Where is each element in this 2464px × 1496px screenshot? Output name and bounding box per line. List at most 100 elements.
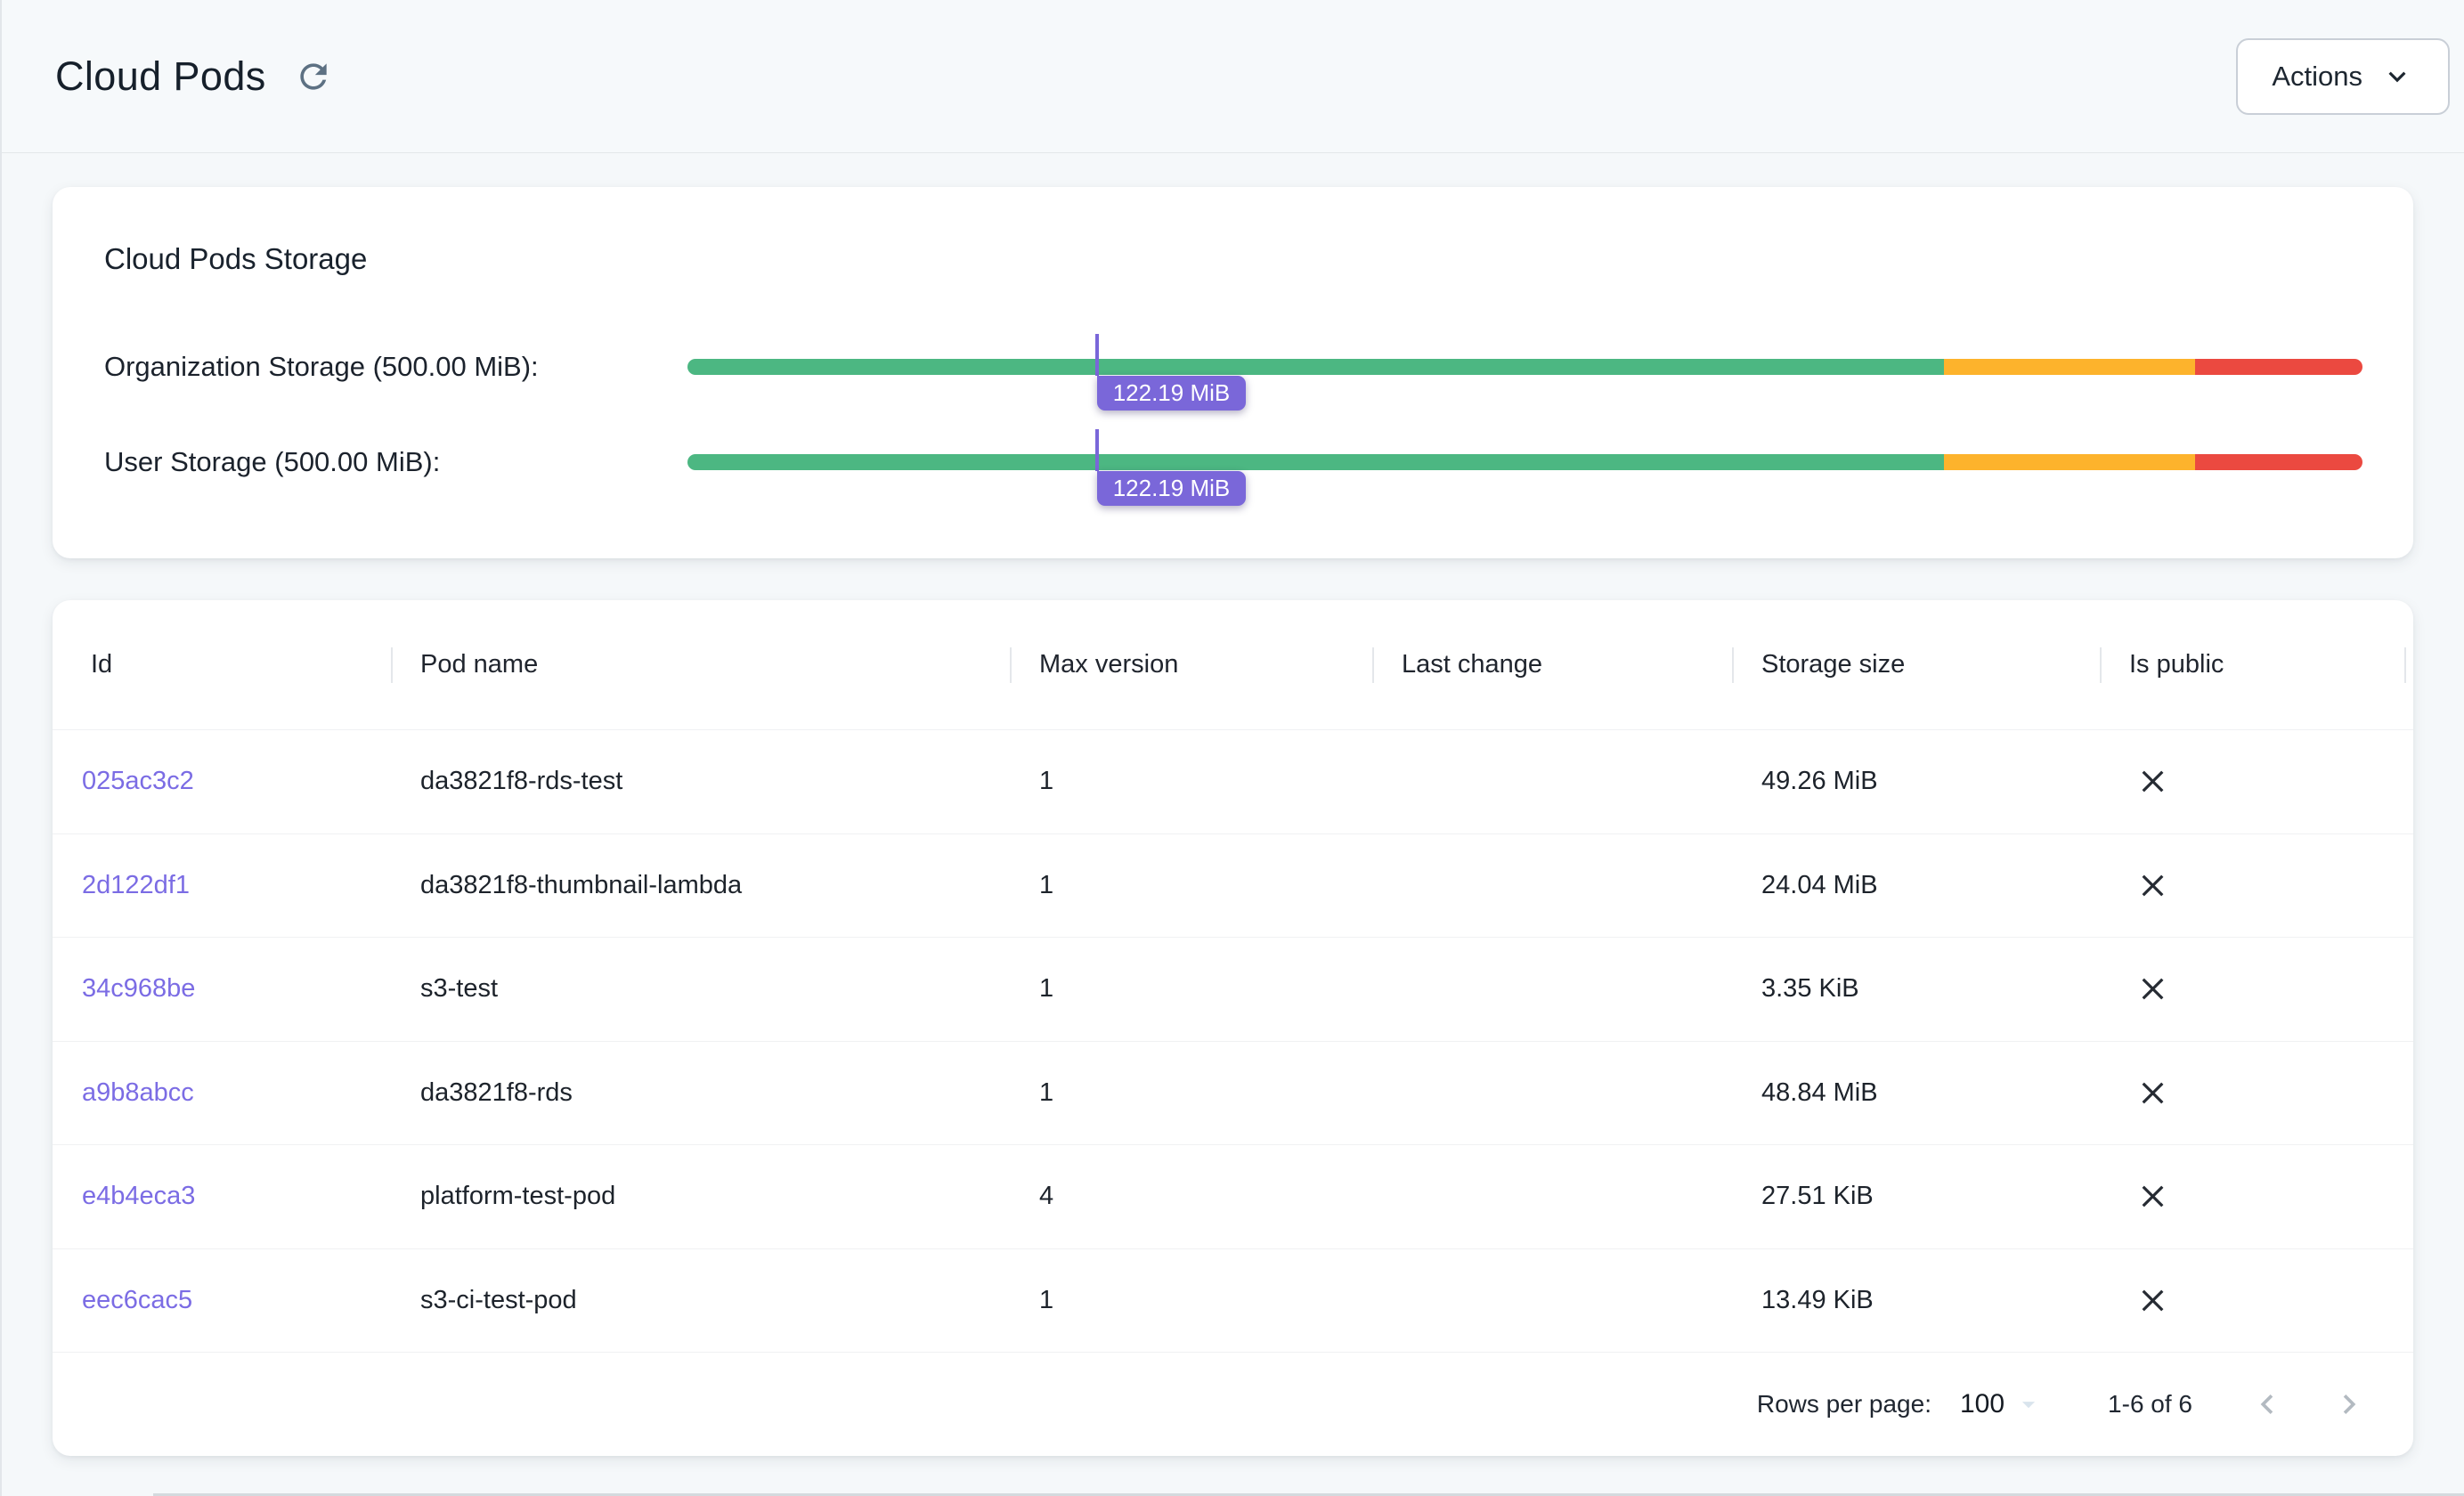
max-version-cell: 1 [1039, 767, 1054, 796]
table-row: 2d122df1 da3821f8-thumbnail-lambda 1 24.… [53, 834, 2413, 938]
column-header[interactable]: Storage size [1732, 600, 2100, 729]
not-public-icon [2142, 770, 2164, 793]
max-version-cell: 1 [1039, 1077, 1054, 1107]
last-change-cell [1372, 938, 1732, 1041]
storage-label: User Storage (500.00 MiB): [104, 446, 441, 477]
is-public-cell [2100, 834, 2413, 938]
not-public-icon [2142, 1185, 2164, 1207]
max-version-cell: 1 [1039, 870, 1054, 899]
previous-page-button[interactable] [2248, 1385, 2287, 1424]
rows-per-page-label: Rows per page: [1756, 1390, 1931, 1418]
pod-name-cell: s3-ci-test-pod [420, 1285, 577, 1314]
pagination-range-label: 1-6 of 6 [2108, 1390, 2192, 1418]
column-header[interactable]: Pod name [391, 600, 1010, 729]
bar-segment-critical [2194, 359, 2362, 375]
table-header-row: Id Pod name Max version Last change Stor… [53, 600, 2413, 730]
table-pagination: Rows per page: 100 1-6 of 6 [53, 1353, 2413, 1456]
pod-id-link[interactable]: 2d122df1 [82, 870, 190, 899]
page-header: Cloud Pods Actions [2, 0, 2464, 153]
is-public-cell [2100, 938, 2413, 1041]
next-page-button[interactable] [2330, 1385, 2369, 1424]
storage-size-cell: 3.35 KiB [1761, 974, 1859, 1004]
bar-segment-safe [687, 454, 1944, 470]
not-public-icon [2142, 1082, 2164, 1104]
refresh-icon [300, 62, 327, 90]
table-row: a9b8abcc da3821f8-rds 1 48.84 MiB [53, 1042, 2413, 1145]
bottom-window-edge [153, 1493, 2464, 1496]
bar-segment-critical [2194, 454, 2362, 470]
storage-size-cell: 48.84 MiB [1761, 1077, 1878, 1107]
page-title: Cloud Pods [55, 53, 266, 99]
column-header[interactable]: Last change [1372, 600, 1732, 729]
storage-usage-row: Organization Storage (500.00 MiB): 122.1… [104, 334, 2362, 411]
pod-id-link[interactable]: a9b8abcc [82, 1077, 194, 1107]
pod-id-cell: eec6cac5 [53, 1249, 391, 1353]
pod-name-cell: s3-test [420, 974, 499, 1004]
max-version-cell: 1 [1039, 1285, 1054, 1314]
not-public-icon [2142, 874, 2164, 897]
pod-name-cell: da3821f8-rds-test [420, 767, 623, 796]
rows-per-page-select[interactable]: 100 [1960, 1389, 2044, 1419]
content-area: Cloud Pods Storage Organization Storage … [2, 153, 2464, 1456]
pod-id-cell: e4b4eca3 [53, 1145, 391, 1248]
pod-id-cell: 2d122df1 [53, 834, 391, 938]
pod-id-cell: 025ac3c2 [53, 730, 391, 833]
storage-usage-rows: Organization Storage (500.00 MiB): 122.1… [104, 334, 2362, 506]
usage-tooltip: 122.19 MiB [1096, 376, 1247, 411]
refresh-button[interactable] [293, 56, 334, 97]
is-public-cell [2100, 1249, 2413, 1353]
table-body: 025ac3c2 da3821f8-rds-test 1 49.26 MiB 2… [53, 730, 2413, 1353]
bar-segment-safe [687, 359, 1944, 375]
actions-button-label: Actions [2272, 60, 2362, 92]
usage-tooltip: 122.19 MiB [1096, 471, 1247, 506]
storage-size-cell: 13.49 KiB [1761, 1285, 1874, 1314]
table-row: 34c968be s3-test 1 3.35 KiB [53, 938, 2413, 1042]
pod-name-cell: platform-test-pod [420, 1182, 616, 1211]
last-change-cell [1372, 1249, 1732, 1353]
rows-per-page-value: 100 [1959, 1389, 2005, 1419]
storage-progress-bar: 122.19 MiB [687, 429, 2362, 506]
pod-id-cell: a9b8abcc [53, 1042, 391, 1145]
is-public-cell [2100, 1042, 2413, 1145]
pod-id-link[interactable]: 34c968be [82, 974, 196, 1004]
is-public-cell [2100, 730, 2413, 833]
usage-marker [1094, 429, 1099, 471]
bar-segment-warning [1943, 359, 2195, 375]
table-row: eec6cac5 s3-ci-test-pod 1 13.49 KiB [53, 1249, 2413, 1353]
storage-card-title: Cloud Pods Storage [104, 242, 368, 275]
pods-table-card: Id Pod name Max version Last change Stor… [53, 600, 2413, 1456]
storage-size-cell: 27.51 KiB [1761, 1182, 1874, 1211]
max-version-cell: 4 [1039, 1182, 1054, 1211]
actions-button[interactable]: Actions [2236, 37, 2450, 115]
storage-size-cell: 49.26 MiB [1761, 767, 1878, 796]
storage-size-cell: 24.04 MiB [1761, 870, 1878, 899]
last-change-cell [1372, 834, 1732, 938]
bar-segment-warning [1943, 454, 2195, 470]
pod-id-link[interactable]: 025ac3c2 [82, 767, 194, 796]
column-header[interactable]: Is public [2100, 600, 2413, 729]
usage-marker [1094, 334, 1099, 376]
pod-id-link[interactable]: e4b4eca3 [82, 1182, 196, 1211]
last-change-cell [1372, 1042, 1732, 1145]
last-change-cell [1372, 730, 1732, 833]
table-row: e4b4eca3 platform-test-pod 4 27.51 KiB [53, 1145, 2413, 1249]
not-public-icon [2142, 1289, 2164, 1312]
last-change-cell [1372, 1145, 1732, 1248]
chevron-down-icon [2388, 71, 2406, 82]
pod-id-cell: 34c968be [53, 938, 391, 1041]
pod-name-cell: da3821f8-thumbnail-lambda [420, 870, 743, 899]
storage-card: Cloud Pods Storage Organization Storage … [53, 187, 2413, 558]
column-header[interactable]: Max version [1010, 600, 1372, 729]
is-public-cell [2100, 1145, 2413, 1248]
storage-label: Organization Storage (500.00 MiB): [104, 351, 539, 382]
storage-progress-bar: 122.19 MiB [687, 334, 2362, 411]
not-public-icon [2142, 978, 2164, 1000]
column-header[interactable]: Id [91, 650, 113, 679]
pod-id-link[interactable]: eec6cac5 [82, 1285, 193, 1314]
storage-usage-row: User Storage (500.00 MiB): 122.19 MiB [104, 429, 2362, 506]
table-row: 025ac3c2 da3821f8-rds-test 1 49.26 MiB [53, 730, 2413, 834]
max-version-cell: 1 [1039, 974, 1054, 1004]
dropdown-arrow-icon [2021, 1402, 2036, 1409]
pod-name-cell: da3821f8-rds [420, 1077, 573, 1107]
